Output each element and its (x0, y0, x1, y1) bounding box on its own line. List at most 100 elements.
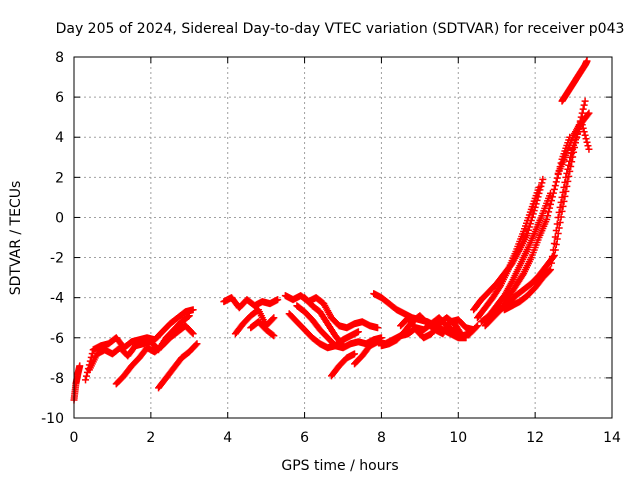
axis-ticks: 0 2 4 6 8 10 12 14 -10 -8 -6 -4 -2 0 2 4 6 8 (41, 50, 621, 446)
y-tick-label: -6 (50, 331, 64, 347)
data-point (553, 174, 561, 182)
x-tick-label: 0 (70, 430, 79, 446)
data-series (70, 362, 84, 404)
data-point (189, 306, 197, 314)
data-point (374, 324, 382, 332)
data-point (579, 105, 587, 113)
data-point (584, 142, 592, 150)
data-point (579, 124, 587, 132)
data-point (76, 362, 84, 370)
data-point (550, 185, 558, 193)
data-point (338, 341, 346, 349)
data-point (82, 372, 90, 380)
data-point (582, 135, 590, 143)
data-point (192, 341, 200, 349)
data-point (547, 259, 555, 267)
data-point (544, 212, 552, 220)
data-point (581, 97, 589, 105)
y-tick-label: 0 (55, 210, 64, 226)
data-point (274, 296, 282, 304)
data-point (578, 121, 586, 129)
data-point (564, 165, 572, 173)
data-series (327, 350, 359, 380)
data-point (184, 312, 192, 320)
x-tick-label: 8 (377, 430, 386, 446)
x-tick-label: 10 (449, 430, 467, 446)
data-point (549, 189, 557, 197)
data-point (558, 193, 566, 201)
data-series (155, 340, 201, 392)
data-point (546, 204, 554, 212)
data-series (477, 189, 555, 326)
x-tick-label: 12 (526, 430, 544, 446)
y-tick-label: -10 (41, 411, 64, 427)
data-series (558, 57, 591, 105)
data-point (354, 328, 362, 336)
y-tick-label: -8 (50, 371, 64, 387)
x-tick-label: 2 (146, 430, 155, 446)
data-point (546, 267, 554, 275)
data-point (547, 266, 555, 274)
data-point (543, 215, 551, 223)
data-point (269, 331, 277, 339)
data-point (269, 315, 277, 323)
data-series (489, 97, 589, 320)
data-point (524, 226, 532, 234)
data-point (569, 145, 577, 153)
data-point (583, 57, 591, 65)
data-point (566, 157, 574, 165)
data-point (580, 128, 588, 136)
data-point (555, 208, 563, 216)
data-series (247, 318, 278, 340)
y-tick-label: 4 (55, 130, 64, 146)
data-point (547, 200, 555, 208)
y-tick-label: 6 (55, 90, 64, 106)
data-point (519, 271, 527, 279)
data-series (301, 294, 347, 350)
chart-title: Day 205 of 2024, Sidereal Day-to-day VTE… (56, 21, 625, 37)
x-tick-label: 6 (300, 430, 309, 446)
data-point (577, 117, 585, 125)
data-series (231, 306, 278, 338)
data-point (552, 226, 560, 234)
data-series (281, 292, 382, 332)
data-point (82, 376, 90, 384)
data-point (270, 314, 278, 322)
data-point (585, 109, 593, 117)
data-point (553, 220, 561, 228)
y-tick-label: -4 (50, 291, 64, 307)
data-point (474, 322, 481, 330)
data-point (563, 169, 571, 177)
data-point (525, 223, 533, 231)
data-point (562, 173, 570, 181)
data-point (581, 131, 589, 139)
data-point (551, 182, 559, 190)
x-tick-label: 14 (603, 430, 621, 446)
data-point (193, 340, 201, 348)
grid (74, 57, 612, 418)
data-point (565, 161, 573, 169)
data-point (189, 330, 197, 338)
x-tick-label: 4 (223, 430, 232, 446)
data-point (556, 203, 564, 211)
data-series (397, 314, 481, 342)
data-point (584, 110, 592, 118)
data-point (549, 246, 557, 254)
data-point (185, 312, 193, 320)
data-point (551, 233, 559, 241)
y-tick-label: 2 (55, 170, 64, 186)
data-point (550, 240, 558, 248)
data-point (578, 109, 586, 117)
data-point (538, 179, 546, 187)
data-point (270, 332, 278, 340)
data-point (557, 198, 565, 206)
data-series (112, 322, 197, 388)
data-point (552, 178, 560, 186)
data-series (474, 183, 543, 322)
data-point (351, 350, 359, 358)
data-point (554, 213, 562, 221)
y-tick-label: -2 (50, 251, 64, 267)
data-point (560, 183, 568, 191)
data-point (473, 323, 481, 331)
